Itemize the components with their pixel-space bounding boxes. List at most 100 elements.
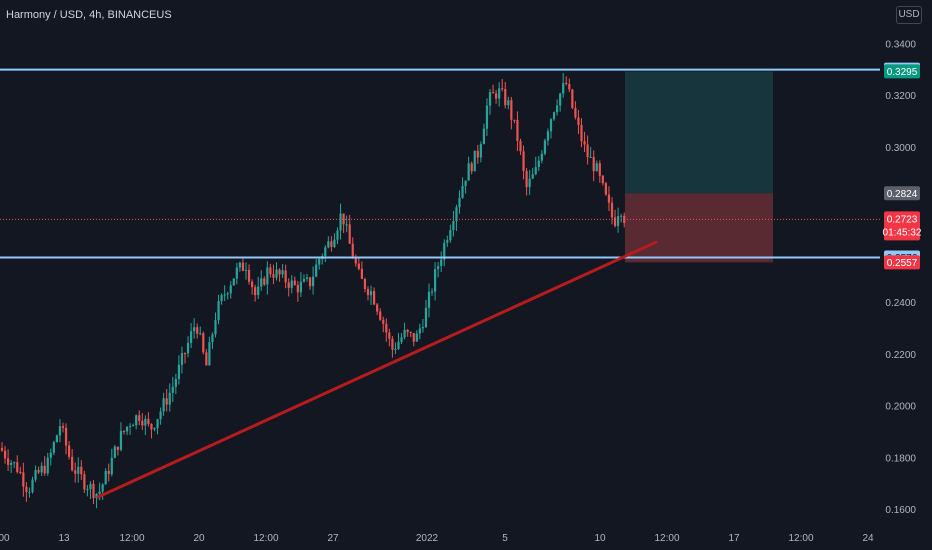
candle-body xyxy=(74,470,77,474)
candle-body xyxy=(491,92,495,94)
candle-body xyxy=(290,280,293,288)
current-price-badge xyxy=(884,211,920,241)
candle-body xyxy=(168,392,171,405)
candle-body xyxy=(330,241,333,247)
candle-body xyxy=(61,426,65,428)
candle-body xyxy=(412,332,415,342)
candle-body xyxy=(0,447,4,451)
candle-body xyxy=(98,491,101,495)
candle-body xyxy=(244,269,248,271)
price-label-target xyxy=(884,64,920,79)
candle-body xyxy=(501,88,504,90)
candle-body xyxy=(385,323,388,333)
time-axis-tick-label: 10 xyxy=(594,533,606,544)
candle-body xyxy=(260,278,263,287)
candle-body xyxy=(437,266,440,270)
candle-body xyxy=(546,131,550,141)
candle-body xyxy=(583,141,586,145)
candle-body xyxy=(406,329,409,333)
profit-target-zone[interactable] xyxy=(625,71,773,194)
candle-body xyxy=(589,156,592,158)
currency-button[interactable]: USD xyxy=(896,6,922,24)
candle-body xyxy=(376,304,379,312)
candle-body xyxy=(302,278,306,282)
candle-body xyxy=(46,457,49,474)
candle-body xyxy=(77,466,80,474)
candle-body xyxy=(55,435,58,443)
candle-body xyxy=(86,489,89,491)
candle-body xyxy=(315,264,318,277)
candle-body xyxy=(68,445,71,457)
price-label-text: 0.2824 xyxy=(887,189,918,200)
candle-body xyxy=(427,291,431,308)
candle-body xyxy=(568,84,571,90)
candle-body xyxy=(580,125,583,142)
candle-body xyxy=(391,338,394,350)
candle-body xyxy=(104,470,107,485)
candle-body xyxy=(183,353,187,355)
candle-body xyxy=(537,160,540,168)
candle-body xyxy=(446,240,449,243)
trendline[interactable] xyxy=(96,240,658,499)
candle-body xyxy=(257,286,260,296)
candle-body xyxy=(156,419,159,429)
candle-body xyxy=(116,446,119,450)
candle-body xyxy=(354,258,357,264)
candle-body xyxy=(7,458,10,465)
candle-body xyxy=(440,259,443,267)
candle-body xyxy=(162,398,165,412)
candle-body xyxy=(613,217,617,226)
candle-body xyxy=(150,423,153,430)
time-axis-tick-label: 24 xyxy=(862,533,874,544)
candle-body xyxy=(525,170,528,188)
candle-body xyxy=(174,379,177,387)
candle-body xyxy=(379,311,382,320)
time-axis-tick-label: 00 xyxy=(0,533,10,544)
candle-body xyxy=(467,163,470,181)
candle-body xyxy=(122,430,126,432)
time-axis[interactable]: 00 13 12:00 20 12:00 27 2022 5 10 12:00 17 12:00 24 xyxy=(0,533,874,544)
candle-body xyxy=(418,328,421,334)
candle-body xyxy=(263,278,266,285)
candle-body xyxy=(388,332,391,339)
candle-body xyxy=(272,274,275,278)
current-price-label: 0.2723 xyxy=(887,214,918,225)
candle-body xyxy=(186,342,190,354)
candle-body xyxy=(101,484,104,492)
candle-body xyxy=(360,268,363,279)
candle-body xyxy=(620,215,623,217)
candle-body xyxy=(193,327,196,332)
candle-body xyxy=(129,426,132,428)
price-axis[interactable]: 0.3400 0.3200 0.3000 0.2400 0.2200 0.2000 0.18… xyxy=(883,39,922,516)
drawing-overlays[interactable] xyxy=(0,68,880,499)
candle-body xyxy=(382,319,385,324)
candle-body xyxy=(95,494,98,498)
candle-body xyxy=(171,386,174,393)
candle-body xyxy=(528,178,531,188)
candle-body xyxy=(604,183,607,195)
candle-body xyxy=(135,415,138,426)
price-label-stop xyxy=(884,255,920,270)
candle-body xyxy=(571,89,574,108)
candle-body xyxy=(190,331,193,343)
candle-body xyxy=(19,471,22,473)
candle-body xyxy=(366,289,370,296)
position-zones[interactable] xyxy=(625,71,773,263)
price-axis-tick-label: 0.2400 xyxy=(885,298,916,309)
candle-body xyxy=(610,202,614,218)
candle-body xyxy=(516,119,519,141)
candle-body xyxy=(147,418,150,424)
candle-body xyxy=(543,140,546,154)
price-axis-tick-label: 0.2000 xyxy=(885,402,916,413)
candle-body xyxy=(214,320,217,335)
candle-body xyxy=(495,93,498,99)
time-axis-tick-label: 12:00 xyxy=(654,533,679,544)
candle-body xyxy=(177,364,180,380)
candle-body xyxy=(577,117,580,126)
candle-body xyxy=(424,307,428,328)
candle-body xyxy=(342,213,345,225)
stop-loss-zone[interactable] xyxy=(625,193,773,263)
candle-body xyxy=(592,156,595,172)
candle-body xyxy=(434,269,437,292)
